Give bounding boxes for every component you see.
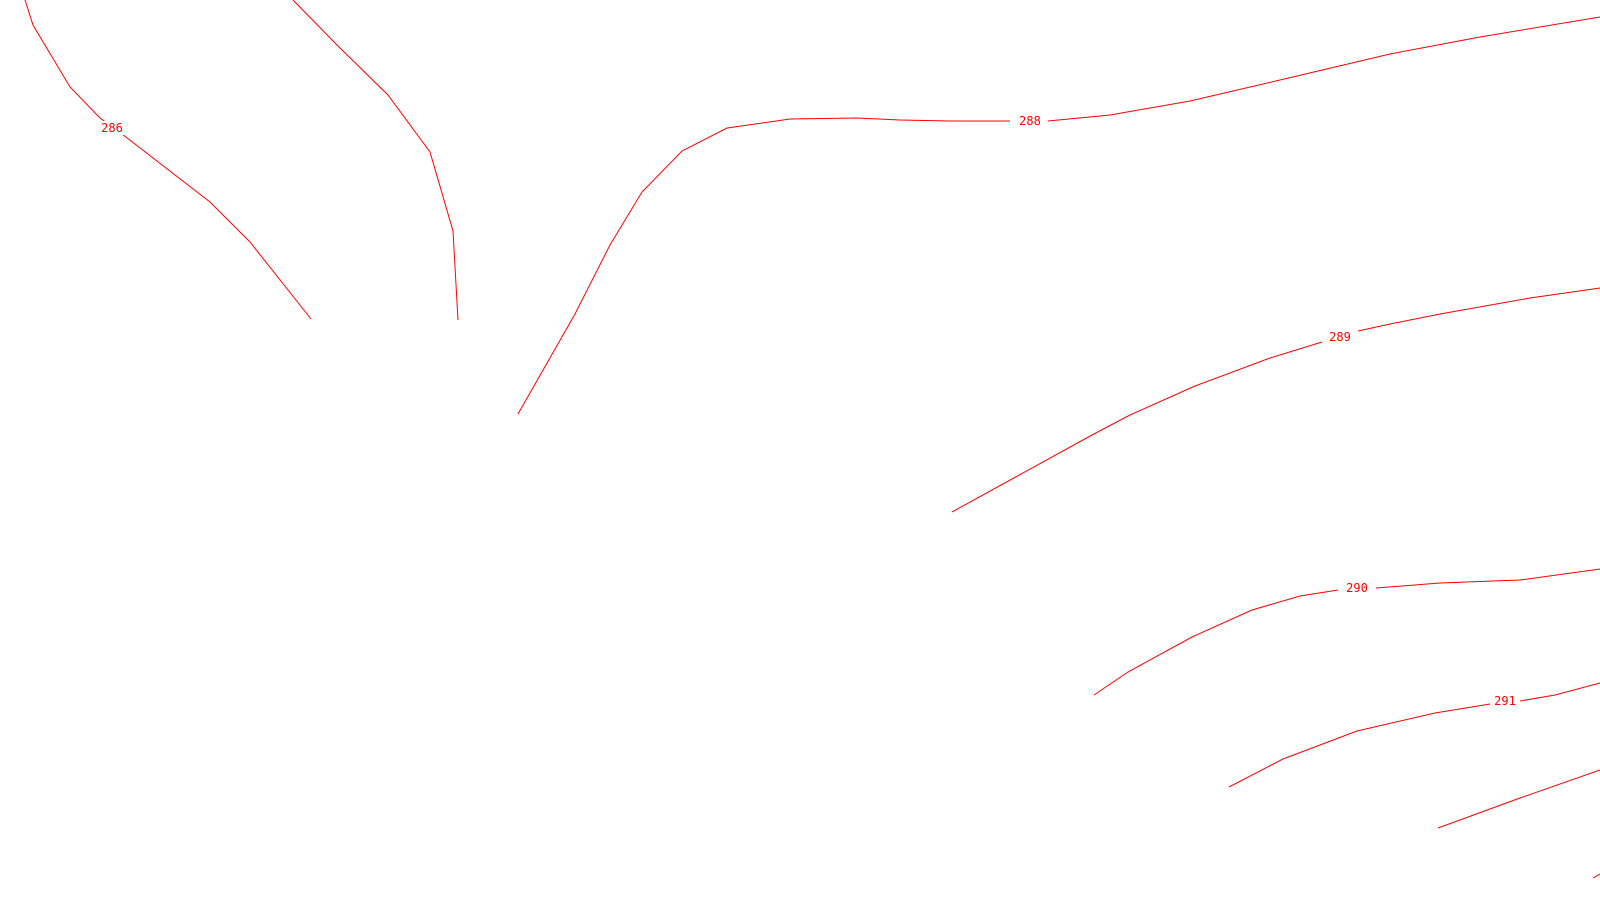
- contour-287: [292, 0, 459, 321]
- contour-line-289: [951, 341, 1323, 513]
- contour-line-286: [24, 0, 312, 320]
- contour-label-289: 289: [1329, 330, 1351, 344]
- contour-290: 290: [1093, 568, 1600, 696]
- contour-line-291-east: [1519, 682, 1600, 702]
- contour-line-287: [292, 0, 459, 321]
- contour-line-289-east: [1357, 287, 1600, 332]
- contour-line-288-east: [1047, 16, 1600, 122]
- contour-292: [1437, 769, 1600, 879]
- contour-line-292: [1437, 769, 1600, 829]
- contour-label-290: 290: [1346, 581, 1368, 595]
- contour-line-288: [517, 117, 1010, 415]
- contour-label-291: 291: [1494, 694, 1516, 708]
- contour-label-286: 286: [101, 121, 123, 135]
- contour-line-290: [1093, 589, 1339, 696]
- contour-line-293-fragment: [1592, 873, 1600, 879]
- contour-291: 291: [1228, 682, 1600, 788]
- contour-289: 289: [951, 287, 1600, 513]
- contour-line-291: [1228, 703, 1491, 788]
- contour-label-288: 288: [1019, 114, 1041, 128]
- contour-286: 286: [24, 0, 312, 320]
- contour-line-290-east: [1375, 568, 1600, 589]
- contour-288: 288: [517, 16, 1600, 415]
